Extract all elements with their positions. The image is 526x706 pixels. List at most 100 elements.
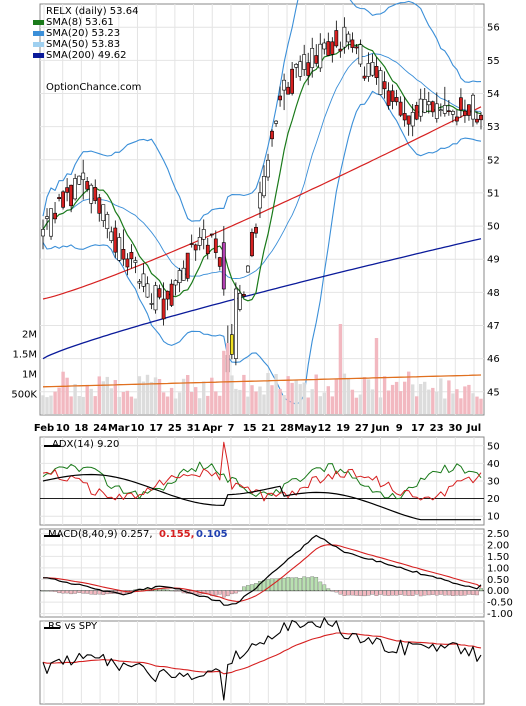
candle-body [69,184,74,207]
candle-body [133,260,138,263]
x-tick-label: 21 [261,423,275,434]
macd-histogram-bar [459,590,463,596]
macd-tick-label: 2.50 [487,529,509,540]
candle-body [238,292,242,310]
candle-body [338,48,343,52]
volume-bar [258,386,262,414]
macd-histogram-bar [53,590,57,592]
candle-body [189,243,194,245]
price-tick-label: 46 [487,354,500,365]
macd-histogram-bar [442,590,447,596]
volume-bar [161,392,166,414]
macd-histogram-bar [414,590,419,595]
volume-bar [210,377,214,414]
volume-bar [149,381,154,414]
candle-body [149,303,154,305]
volume-bar [346,377,351,414]
macd-histogram-bar [306,577,311,591]
candle-body [454,116,459,122]
macd-histogram-bar [165,589,170,591]
price-legend-entry: RELX (daily) 53.64 [46,6,138,17]
macd-histogram-bar [438,590,443,595]
macd-histogram-bar [85,590,90,594]
volume-bar [109,388,113,414]
macd-histogram-bar [221,590,226,598]
candle-body [418,98,423,117]
volume-bar [386,390,391,414]
macd-histogram-bar [294,577,299,591]
volume-bar [370,389,375,414]
macd-tick-label: 0.00 [487,586,509,597]
watermark-text: OptionChance.com [46,82,141,93]
candle-body [426,101,431,106]
candle-body [346,33,351,43]
volume-bar [318,396,322,414]
macd-hist-value: 0.105 [196,529,228,540]
candle-body [278,95,283,101]
candle-body [442,105,447,114]
volume-bar [382,376,387,414]
macd-histogram-bar [169,590,174,592]
adx-tick-label: 40 [487,459,500,470]
macd-histogram-bar [73,590,77,594]
macd-histogram-bar [41,590,45,592]
candle-body [117,237,122,261]
candle-body [398,101,403,116]
candle-body [177,270,182,283]
macd-histogram-bar [479,588,483,591]
x-tick-label: 28 [280,423,294,434]
volume-bar [439,378,443,414]
x-tick-label: 7 [227,423,234,434]
candle-body [109,231,114,241]
candle-body [173,280,178,286]
x-tick-label: Apr [202,423,222,434]
volume-bar [145,374,150,414]
volume-bar [53,391,57,414]
volume-bar [246,396,250,414]
volume-bar [374,338,379,414]
volume-bar [350,389,355,414]
candle-body [165,290,170,300]
minus-di-line [42,441,482,502]
macd-histogram-bar [213,590,218,596]
legend-swatch [33,31,44,36]
macd-histogram-bar [93,590,98,595]
price-tick-label: 45 [487,387,500,398]
macd-histogram-bar [81,590,86,594]
macd-histogram-bar [422,590,427,596]
macd-histogram-bar [338,590,343,595]
macd-histogram-bar [238,590,242,592]
x-tick-label: 24 [93,423,107,434]
volume-bar [286,376,290,414]
candle-body [434,103,439,119]
volume-bar [270,385,274,414]
x-tick-label: 10 [56,423,70,434]
volume-bar [310,389,314,414]
candle-body [330,41,335,55]
candle-body [298,61,303,77]
candle-body [157,288,162,298]
macd-histogram-bar [77,590,82,593]
adx-tick-label: 20 [487,494,500,505]
volume-bar [113,380,117,414]
volume-bar [49,395,53,414]
x-tick-label: 10 [131,423,145,434]
volume-bar [129,396,134,414]
macd-histogram-bar [475,590,479,596]
candle-body [302,54,307,70]
legend-swatch [33,42,44,47]
volume-bar [471,393,475,414]
candle-body [479,114,483,121]
candle-body [217,257,222,267]
x-tick-label: 17 [411,423,425,434]
volume-bar [479,398,483,414]
volume-bar [69,396,73,414]
x-tick-label: 31 [187,423,201,434]
volume-bar [230,375,234,414]
price-legend-entry: SMA(8) 53.61 [46,17,114,28]
macd-histogram-bar [266,579,270,591]
volume-bar [57,387,61,414]
candle-body [414,105,419,120]
macd-histogram-bar [467,590,471,595]
x-tick-label: Mar [108,423,130,434]
